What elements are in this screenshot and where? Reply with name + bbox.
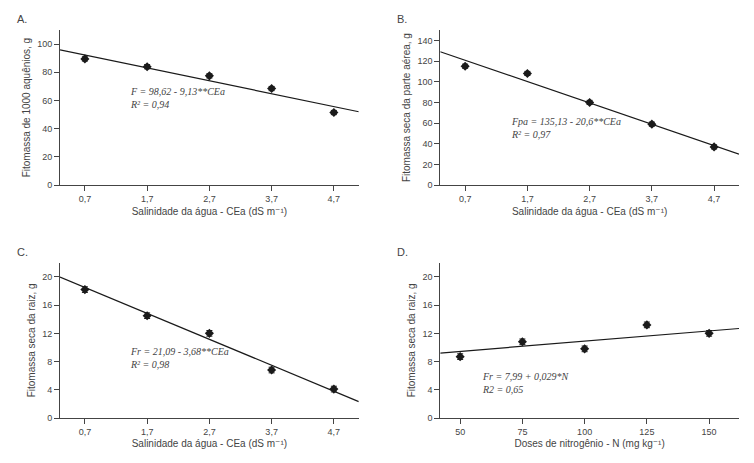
svg-text:Salinidade da água - CEa (dS m: Salinidade da água - CEa (dS m⁻¹) (132, 206, 287, 217)
svg-text:3,7: 3,7 (265, 427, 278, 437)
svg-text:4,7: 4,7 (708, 194, 721, 204)
svg-text:3,7: 3,7 (646, 194, 659, 204)
svg-text:20: 20 (42, 272, 52, 282)
svg-text:60: 60 (42, 96, 52, 106)
svg-text:A.: A. (17, 13, 27, 25)
svg-text:Salinidade da água - CEa (dS m: Salinidade da água - CEa (dS m⁻¹) (512, 206, 667, 217)
svg-text:8: 8 (47, 357, 52, 367)
svg-text:20: 20 (422, 160, 432, 170)
svg-text:140: 140 (417, 36, 432, 46)
svg-text:2,7: 2,7 (203, 427, 216, 437)
svg-text:C.: C. (17, 246, 28, 258)
svg-text:125: 125 (639, 427, 654, 437)
svg-text:100: 100 (37, 39, 52, 49)
svg-text:20: 20 (422, 272, 432, 282)
svg-text:Fitomassa de 1000 aquênios, g: Fitomassa de 1000 aquênios, g (21, 38, 32, 178)
svg-text:0,7: 0,7 (79, 194, 92, 204)
svg-text:2,7: 2,7 (203, 194, 216, 204)
svg-text:Fr = 21,09 - 3,68**CEaR² = 0,9: Fr = 21,09 - 3,68**CEaR² = 0,98 (130, 346, 229, 370)
svg-text:2,7: 2,7 (583, 194, 596, 204)
svg-text:12: 12 (42, 329, 52, 339)
svg-text:100: 100 (417, 77, 432, 87)
svg-text:50: 50 (455, 427, 465, 437)
svg-text:D.: D. (397, 246, 408, 258)
svg-text:Salinidade da água - CEa (dS m: Salinidade da água - CEa (dS m⁻¹) (132, 438, 287, 449)
svg-text:0: 0 (47, 413, 52, 423)
svg-text:0: 0 (427, 180, 432, 190)
svg-text:1,7: 1,7 (141, 427, 154, 437)
svg-text:16: 16 (422, 300, 432, 310)
svg-text:80: 80 (422, 98, 432, 108)
svg-text:40: 40 (42, 124, 52, 134)
svg-text:1,7: 1,7 (521, 194, 534, 204)
svg-text:16: 16 (42, 300, 52, 310)
svg-text:1,7: 1,7 (141, 194, 154, 204)
svg-text:4: 4 (427, 385, 432, 395)
svg-text:0,7: 0,7 (459, 194, 472, 204)
svg-text:40: 40 (422, 139, 432, 149)
svg-text:Fitomassa seca da raiz, g: Fitomassa seca da raiz, g (26, 283, 37, 397)
svg-text:100: 100 (577, 427, 592, 437)
svg-text:20: 20 (42, 152, 52, 162)
svg-text:8: 8 (427, 357, 432, 367)
svg-text:Fitomassa seca da raiz, g: Fitomassa seca da raiz, g (406, 283, 417, 397)
svg-text:Fpa = 135,13 - 20,6**CEaR² = 0: Fpa = 135,13 - 20,6**CEaR² = 0,97 (511, 116, 621, 140)
svg-text:F = 98,62 - 9,13**CEaR² = 0,94: F = 98,62 - 9,13**CEaR² = 0,94 (130, 86, 225, 110)
svg-text:B.: B. (397, 13, 407, 25)
svg-text:Doses de nitrogênio - N (mg kg: Doses de nitrogênio - N (mg kg⁻¹) (514, 438, 664, 449)
svg-text:3,7: 3,7 (265, 194, 278, 204)
svg-text:60: 60 (422, 118, 432, 128)
svg-text:4: 4 (47, 385, 52, 395)
svg-text:Fitomassa seca da parte aérea,: Fitomassa seca da parte aérea, g (401, 33, 412, 182)
svg-text:0: 0 (427, 413, 432, 423)
svg-text:80: 80 (42, 67, 52, 77)
svg-text:12: 12 (422, 329, 432, 339)
svg-text:4,7: 4,7 (328, 427, 341, 437)
svg-text:0: 0 (47, 180, 52, 190)
svg-text:4,7: 4,7 (328, 194, 341, 204)
svg-text:120: 120 (417, 56, 432, 66)
svg-text:0,7: 0,7 (79, 427, 92, 437)
svg-text:Fr = 7,99 + 0,029*NR2 = 0,65: Fr = 7,99 + 0,029*NR2 = 0,65 (482, 371, 569, 395)
svg-text:75: 75 (517, 427, 527, 437)
svg-text:150: 150 (702, 427, 717, 437)
